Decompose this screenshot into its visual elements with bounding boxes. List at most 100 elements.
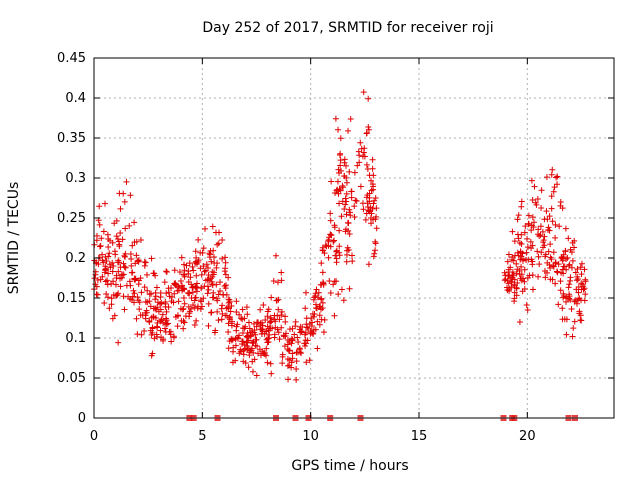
- data-point: [210, 253, 217, 260]
- data-point: [131, 219, 138, 226]
- data-point: [363, 130, 370, 137]
- data-point: [370, 200, 377, 207]
- data-point: [560, 290, 567, 297]
- data-point: [550, 263, 557, 270]
- data-point: [159, 311, 166, 318]
- data-point: [223, 312, 230, 319]
- data-point: [514, 216, 521, 223]
- data-point: [276, 336, 283, 343]
- data-point: [306, 357, 313, 364]
- data-point: [101, 300, 108, 307]
- data-point: [319, 247, 326, 254]
- data-point: [214, 260, 221, 267]
- grid: [94, 58, 614, 418]
- data-point: [249, 368, 256, 375]
- data-point: [278, 312, 285, 319]
- data-point: [244, 311, 251, 318]
- data-point: [186, 310, 193, 317]
- data-point: [548, 193, 555, 200]
- data-point: [518, 241, 525, 248]
- data-point: [181, 319, 188, 326]
- data-point: [222, 271, 229, 278]
- data-point: [219, 236, 226, 243]
- data-point: [143, 271, 150, 278]
- data-point: [351, 169, 358, 176]
- data-point: [557, 278, 564, 285]
- data-point: [289, 336, 296, 343]
- data-point: [296, 345, 303, 352]
- data-point: [142, 298, 149, 305]
- data-point: [259, 348, 266, 355]
- data-point: [239, 316, 246, 323]
- data-point: [370, 186, 377, 193]
- data-point: [555, 301, 562, 308]
- data-point: [325, 254, 332, 261]
- data-point: [178, 254, 185, 261]
- y-tick-label: 0.2: [65, 251, 86, 266]
- data-point: [284, 362, 291, 369]
- data-point: [279, 351, 286, 358]
- data-point: [542, 274, 549, 281]
- data-point: [338, 213, 345, 220]
- data-point: [291, 331, 298, 338]
- data-point: [215, 240, 222, 247]
- data-point: [509, 269, 516, 276]
- data-point: [336, 243, 343, 250]
- data-point: [578, 271, 585, 278]
- data-point: [554, 173, 561, 180]
- data-point: [181, 272, 188, 279]
- data-point: [214, 297, 221, 304]
- data-point: [115, 259, 122, 266]
- data-point: [158, 300, 165, 307]
- data-point: [97, 242, 104, 249]
- data-point: [210, 289, 217, 296]
- data-point: [146, 291, 153, 298]
- data-point: [268, 294, 275, 301]
- data-point: [138, 289, 145, 296]
- data-point: [188, 281, 195, 288]
- data-point: [229, 336, 236, 343]
- data-point: [365, 124, 372, 131]
- data-point: [536, 233, 543, 240]
- x-tick-label: 10: [302, 429, 319, 444]
- data-point: [550, 188, 557, 195]
- data-point: [107, 264, 114, 271]
- data-point: [341, 172, 348, 179]
- data-point: [303, 359, 310, 366]
- data-point: [214, 308, 221, 315]
- data-point: [228, 337, 235, 344]
- data-point: [557, 199, 564, 206]
- data-point: [372, 238, 379, 245]
- data-point: [560, 251, 567, 258]
- data-point: [541, 216, 548, 223]
- data-point: [348, 188, 355, 195]
- data-point: [516, 318, 523, 325]
- data-point: [157, 306, 164, 313]
- data-point: [117, 230, 124, 237]
- data-point: [357, 139, 364, 146]
- data-point: [550, 249, 557, 256]
- data-point: [559, 305, 566, 312]
- data-point: [278, 324, 285, 331]
- data-point: [365, 261, 372, 268]
- data-point: [163, 321, 170, 328]
- data-point: [102, 266, 109, 273]
- tick-labels: 0 0.05 0.1 0.15 0.2 0.25 0.3 0.35 0.4 0.45 0 5 10 15 2…: [57, 51, 536, 444]
- data-point: [513, 260, 520, 267]
- data-point: [569, 257, 576, 264]
- data-point: [166, 293, 173, 300]
- data-point: [521, 278, 528, 285]
- data-point: [194, 303, 201, 310]
- data-point: [310, 330, 317, 337]
- data-point: [122, 225, 129, 232]
- data-point: [537, 223, 544, 230]
- data-point: [331, 312, 338, 319]
- data-point: [141, 284, 148, 291]
- data-point: [337, 135, 344, 142]
- data-point: [529, 214, 536, 221]
- data-point: [302, 342, 309, 349]
- data-point: [351, 214, 358, 221]
- data-point: [180, 318, 187, 325]
- data-point: [115, 268, 122, 275]
- data-point: [302, 289, 309, 296]
